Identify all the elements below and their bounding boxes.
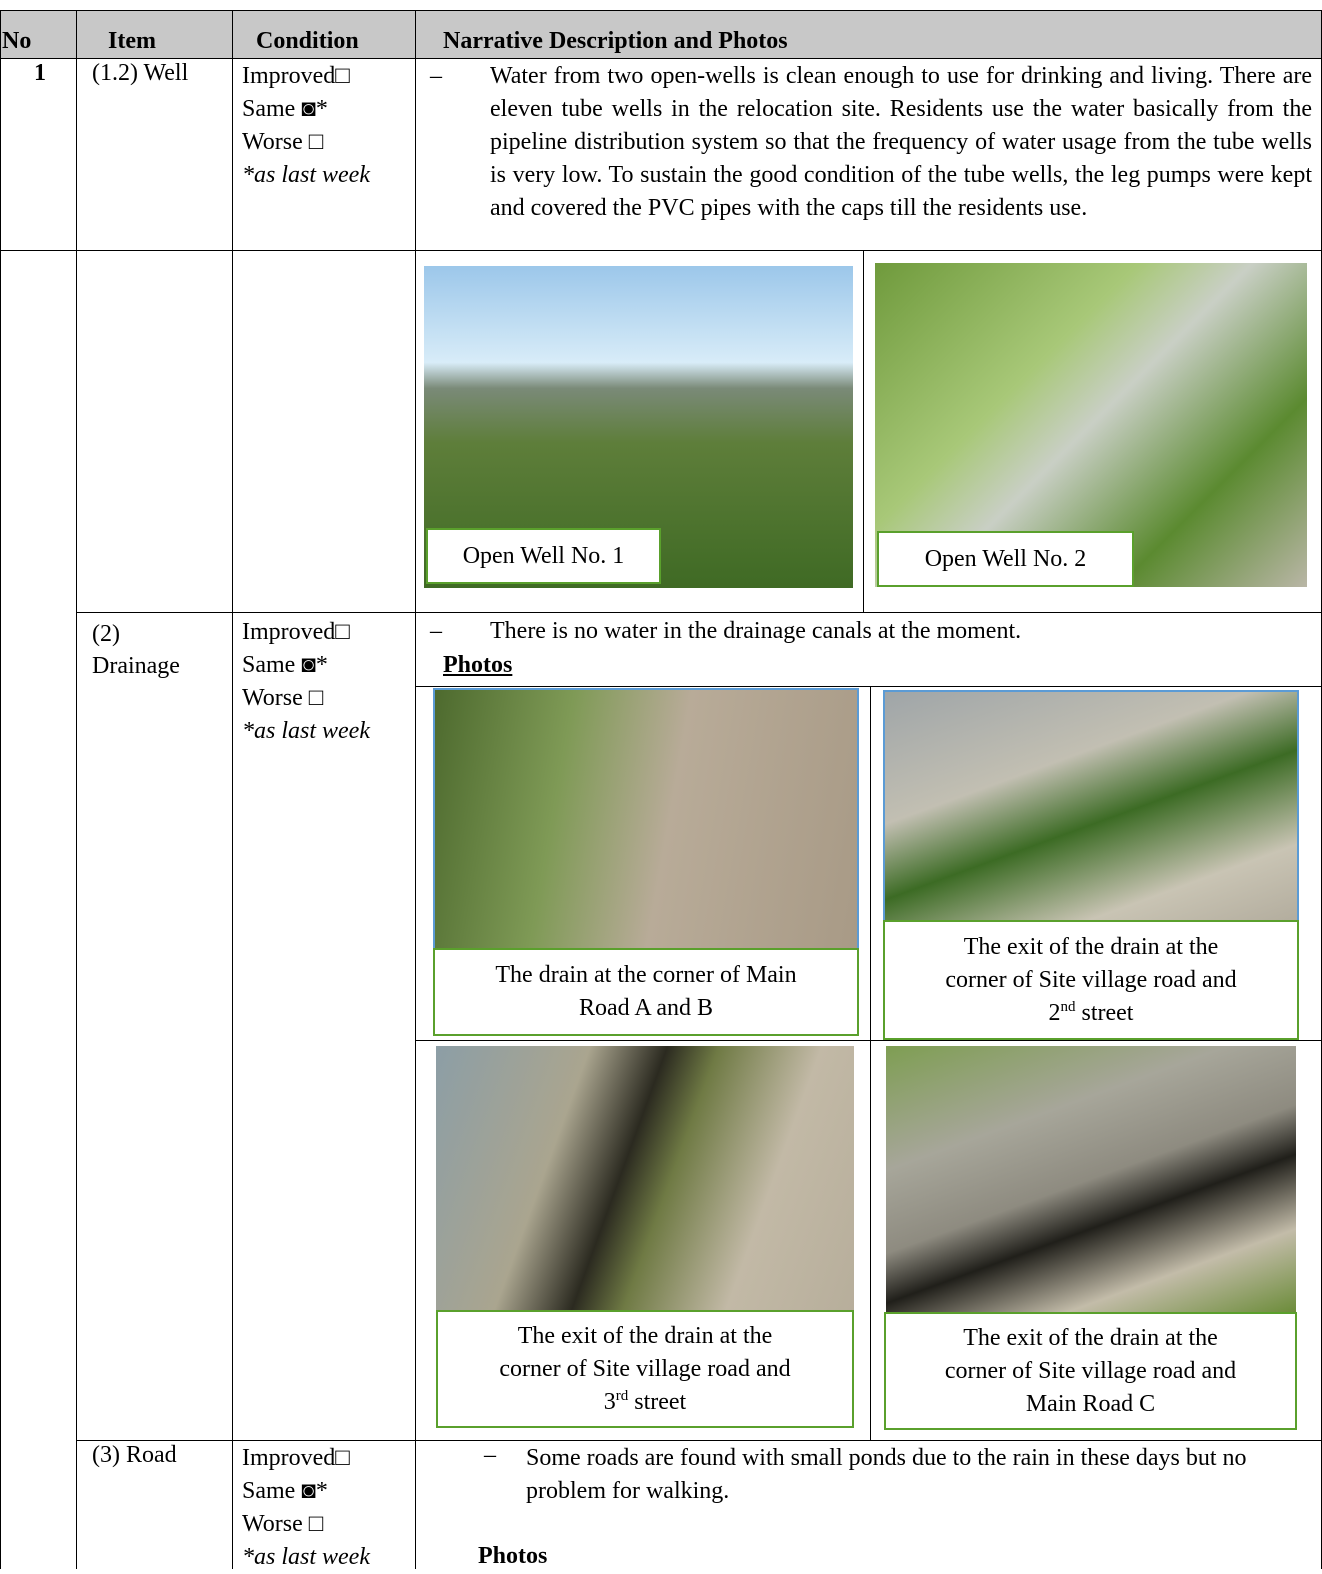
photo-caption: The exit of the drain at the corner of Si… xyxy=(436,1310,854,1428)
caption-line: The exit of the drain at the xyxy=(963,1324,1218,1351)
item: (3) Road xyxy=(92,1442,177,1468)
caption-line: 2nd street xyxy=(885,997,1297,1030)
header-cell: Item xyxy=(108,28,156,54)
caption-line: The exit of the drain at the xyxy=(963,933,1219,960)
narrative: There is no water in the drainage canals… xyxy=(490,618,1022,644)
rule xyxy=(232,10,233,1569)
rule xyxy=(76,10,77,1569)
caption-sup: nd xyxy=(1060,998,1076,1015)
header-cell: No xyxy=(2,28,32,54)
header-cell: Condition xyxy=(256,28,359,54)
photo xyxy=(433,688,859,950)
condition-option: Worse □ xyxy=(242,129,324,155)
rule xyxy=(415,10,416,1569)
photo xyxy=(886,1046,1296,1312)
narrative: Water from two open-wells is clean enoug… xyxy=(490,63,1312,221)
caption-line: corner of Site village road and xyxy=(499,1355,791,1382)
caption-line: 3rd street xyxy=(438,1386,852,1419)
condition-option: Improved□ xyxy=(242,1445,350,1471)
condition-option: Improved□ xyxy=(242,619,350,645)
condition: Improved□ Same ◙* Worse □ *as last week xyxy=(242,616,370,748)
caption-line: Main Road C xyxy=(1025,1390,1156,1417)
caption-text: street xyxy=(1075,999,1134,1026)
caption-line: Open Well No. 1 xyxy=(462,542,625,569)
photo xyxy=(436,1046,854,1312)
condition-note: *as last week xyxy=(242,718,370,744)
photo-caption: The drain at the corner of Main Road A an… xyxy=(433,948,859,1036)
condition-option: Same ◙* xyxy=(242,1478,328,1504)
row-number: 1 xyxy=(34,60,46,86)
bullet: – xyxy=(430,618,442,644)
rule xyxy=(863,250,864,612)
item: (1.2) Well xyxy=(92,60,189,86)
condition-option: Same ◙* xyxy=(242,652,328,678)
rule xyxy=(0,58,1322,59)
bullet: – xyxy=(484,1442,496,1468)
photo-caption: The exit of the drain at the corner of Si… xyxy=(884,1312,1297,1430)
caption-line: The drain at the corner of Main xyxy=(495,962,797,988)
rule xyxy=(0,250,1322,251)
item: (2) Drainage xyxy=(92,618,180,682)
photo-caption: Open Well No. 1 xyxy=(426,528,661,584)
caption-line: corner of Site village road and xyxy=(945,966,1237,993)
header-band xyxy=(0,10,1322,58)
condition-option: Worse □ xyxy=(242,1511,324,1537)
rule xyxy=(870,686,871,1440)
item-line: (2) xyxy=(92,621,120,647)
caption-sup: rd xyxy=(615,1387,629,1404)
rule xyxy=(0,10,1,1569)
rule xyxy=(76,612,1322,613)
caption-text: street xyxy=(628,1388,687,1415)
caption-line: Road A and B xyxy=(578,995,713,1021)
item-line: Drainage xyxy=(92,653,180,679)
condition-note: *as last week xyxy=(242,1544,370,1570)
rule xyxy=(415,686,1322,687)
caption-line: Open Well No. 2 xyxy=(924,545,1087,572)
rule xyxy=(76,1440,1322,1441)
bullet: – xyxy=(430,63,442,89)
condition-option: Improved□ xyxy=(242,63,350,89)
caption-line: corner of Site village road and xyxy=(944,1357,1237,1384)
rule xyxy=(415,1040,1322,1041)
caption-text: 2 xyxy=(1048,999,1061,1026)
photos-heading: Photos xyxy=(443,652,513,678)
condition-note: *as last week xyxy=(242,162,370,188)
condition: Improved□ Same ◙* Worse □ *as last week xyxy=(242,60,370,192)
condition-option: Same ◙* xyxy=(242,96,328,122)
caption-line: The exit of the drain at the xyxy=(517,1322,773,1349)
caption-text: 3 xyxy=(603,1388,616,1415)
photos-heading: Photos xyxy=(478,1543,548,1569)
condition: Improved□ Same ◙* Worse □ *as last week xyxy=(242,1442,370,1574)
photo-caption: Open Well No. 2 xyxy=(877,531,1134,587)
rule xyxy=(0,10,1322,11)
header-cell: Narrative Description and Photos xyxy=(443,28,788,54)
photo xyxy=(883,690,1299,922)
narrative: Some roads are found with small ponds du… xyxy=(526,1445,1247,1504)
photo-caption: The exit of the drain at the corner of Si… xyxy=(883,920,1299,1040)
condition-option: Worse □ xyxy=(242,685,324,711)
